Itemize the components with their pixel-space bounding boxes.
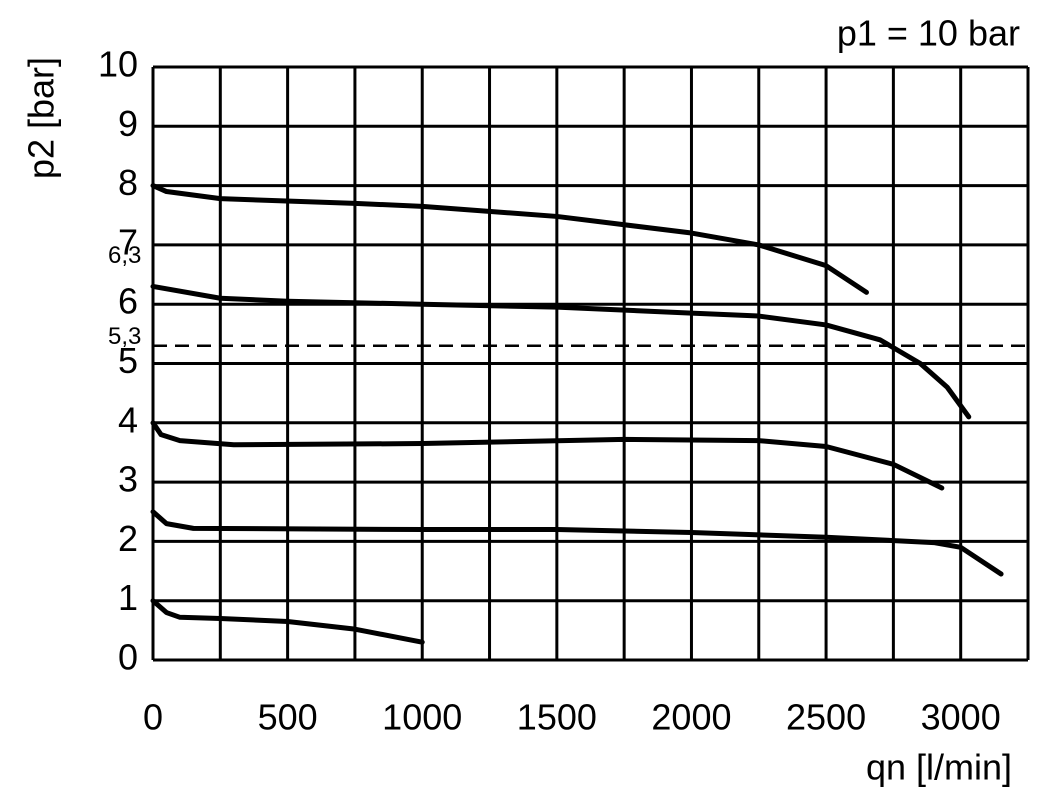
x-tick-label: 0 (143, 697, 163, 738)
y-tick-label: 2 (118, 518, 138, 559)
y-tick-label: 9 (118, 103, 138, 144)
y-tick-label: 3 (118, 459, 138, 500)
y-tick-label: 1 (118, 577, 138, 618)
data-line (150, 183, 869, 295)
data-line (150, 509, 1004, 577)
reference-label: 5,3 (108, 323, 141, 350)
y-tick-label: 4 (118, 399, 138, 440)
x-tick-label: 2000 (651, 697, 731, 738)
y-tick-label: 5 (118, 340, 138, 381)
x-tick-label: 3000 (921, 697, 1001, 738)
data-line (150, 420, 945, 491)
x-tick-label: 2500 (786, 697, 866, 738)
x-tick-label: 500 (258, 697, 318, 738)
annotation: 6,3 (108, 242, 141, 269)
x-axis-label: qn [l/min] (866, 747, 1012, 788)
y-axis-label: p2 [bar] (21, 57, 62, 179)
y-tick-label: 7 (118, 221, 138, 262)
y-tick-label: 0 (118, 637, 138, 678)
x-tick-label: 1000 (382, 697, 462, 738)
y-tick-label: 8 (118, 162, 138, 203)
y-tick-label: 10 (98, 44, 138, 85)
data-line (150, 598, 425, 645)
data-line (150, 283, 972, 420)
chart-title: p1 = 10 bar (837, 13, 1020, 54)
x-tick-label: 1500 (517, 697, 597, 738)
y-tick-label: 6 (118, 281, 138, 322)
